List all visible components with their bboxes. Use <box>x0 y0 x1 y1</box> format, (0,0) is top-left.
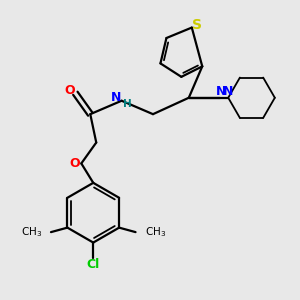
Text: N: N <box>216 85 226 98</box>
Text: N: N <box>111 91 122 104</box>
Text: S: S <box>192 18 202 32</box>
Text: O: O <box>69 157 80 170</box>
Text: O: O <box>65 84 75 98</box>
Text: CH$_3$: CH$_3$ <box>21 225 42 239</box>
Text: H: H <box>123 99 131 109</box>
Text: CH$_3$: CH$_3$ <box>145 225 166 239</box>
Text: Cl: Cl <box>87 258 100 271</box>
Text: N: N <box>223 85 233 98</box>
